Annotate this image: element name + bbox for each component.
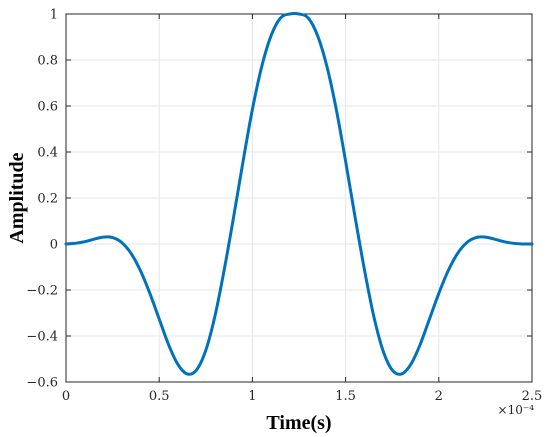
x-tick-label: 2 [435, 389, 443, 404]
series-layer [64, 11, 534, 376]
series-line [64, 11, 534, 376]
y-axis-title: Amplitude [6, 152, 28, 243]
y-tick-label: 0.8 [37, 54, 58, 69]
x-tick-label: 2.5 [522, 389, 543, 404]
y-tick-label: −0.2 [26, 284, 58, 299]
y-tick-label: 0.4 [37, 146, 58, 161]
y-tick-label: 0.6 [37, 100, 58, 115]
y-tick-label: 1 [50, 8, 58, 23]
y-tick-label: 0.2 [37, 192, 58, 207]
y-tick-label: −0.4 [26, 330, 58, 345]
x-tick-label: 0 [62, 389, 70, 404]
x-tick-label: 1.5 [335, 389, 356, 404]
x-axis-exponent-label: ×10⁻⁴ [498, 403, 535, 417]
ticks: 0 0.5 1 1.5 2 2.5 −0.6 −0.4 −0.2 0 0.2 0.4 0.6 0.8 1 [26, 8, 542, 405]
y-tick-label: −0.6 [26, 376, 58, 391]
x-tick-label: 0.5 [149, 389, 170, 404]
x-axis-title: Time(s) [266, 412, 331, 434]
grid [65, 13, 533, 383]
y-tick-label: 0 [50, 238, 58, 253]
x-tick-label: 1 [248, 389, 256, 404]
